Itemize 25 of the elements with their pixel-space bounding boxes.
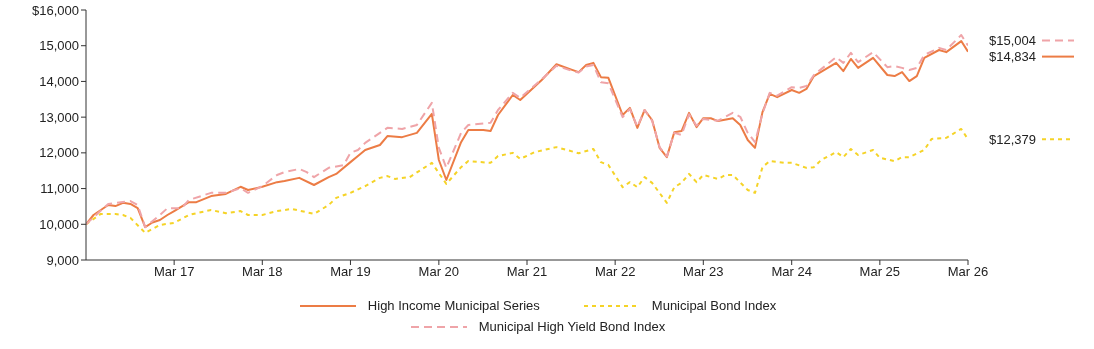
x-tick-label: Mar 17 <box>153 264 195 280</box>
annotation: $12,379 <box>989 131 1036 147</box>
x-tick-label: Mar 20 <box>418 264 460 280</box>
legend-label: High Income Municipal Series <box>367 298 540 313</box>
y-tick-label: 10,000 <box>39 216 79 232</box>
x-tick-label: Mar 25 <box>859 264 901 280</box>
x-tick-label: Mar 24 <box>771 264 812 280</box>
legend-label: Municipal Bond Index <box>651 298 777 313</box>
x-tick-label: Mar 26 <box>947 264 989 280</box>
y-tick-label: 15,000 <box>39 38 79 54</box>
x-tick-label: Mar 22 <box>594 264 636 280</box>
y-tick-label: 13,000 <box>39 109 79 125</box>
line-series <box>86 127 968 234</box>
x-tick-label: Mar 23 <box>683 264 724 280</box>
x-tick-label: Mar 18 <box>242 264 283 280</box>
y-tick-label: 11,000 <box>40 181 79 197</box>
y-tick-label: 12,000 <box>39 145 79 161</box>
legend-label: Municipal High Yield Bond Index <box>478 319 666 334</box>
x-tick-label: Mar 19 <box>330 264 371 280</box>
y-tick-label: 9,000 <box>46 252 79 268</box>
x-tick-label: Mar 21 <box>506 264 548 280</box>
annotation: $14,834 <box>989 49 1036 65</box>
y-tick-label: $16,000 <box>32 2 79 18</box>
annotation: $15,004 <box>989 33 1036 49</box>
y-tick-label: 14,000 <box>39 74 79 90</box>
